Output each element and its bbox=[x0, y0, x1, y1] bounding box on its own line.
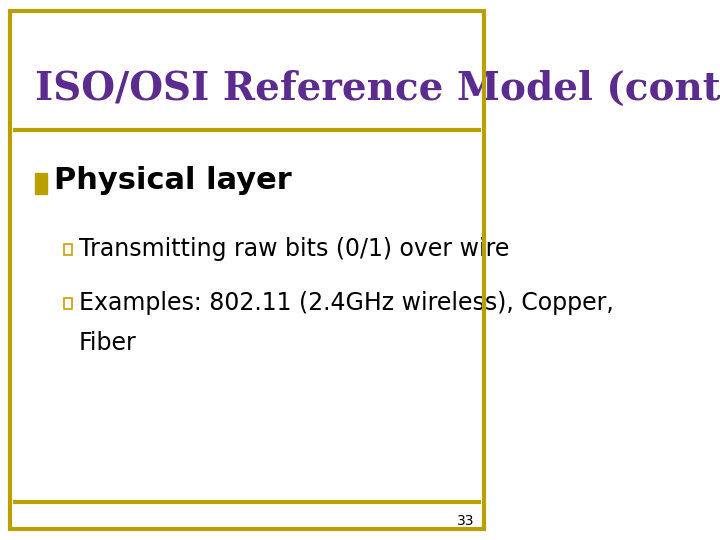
Text: Fiber: Fiber bbox=[79, 331, 137, 355]
FancyBboxPatch shape bbox=[64, 244, 72, 255]
Text: Transmitting raw bits (0/1) over wire: Transmitting raw bits (0/1) over wire bbox=[79, 238, 510, 261]
Text: Physical layer: Physical layer bbox=[54, 166, 292, 195]
FancyBboxPatch shape bbox=[64, 298, 72, 309]
Text: ISO/OSI Reference Model (cont’d): ISO/OSI Reference Model (cont’d) bbox=[35, 70, 720, 108]
Text: 33: 33 bbox=[456, 514, 474, 528]
Bar bbox=[35, 173, 47, 194]
Text: Examples: 802.11 (2.4GHz wireless), Copper,: Examples: 802.11 (2.4GHz wireless), Copp… bbox=[79, 292, 614, 315]
